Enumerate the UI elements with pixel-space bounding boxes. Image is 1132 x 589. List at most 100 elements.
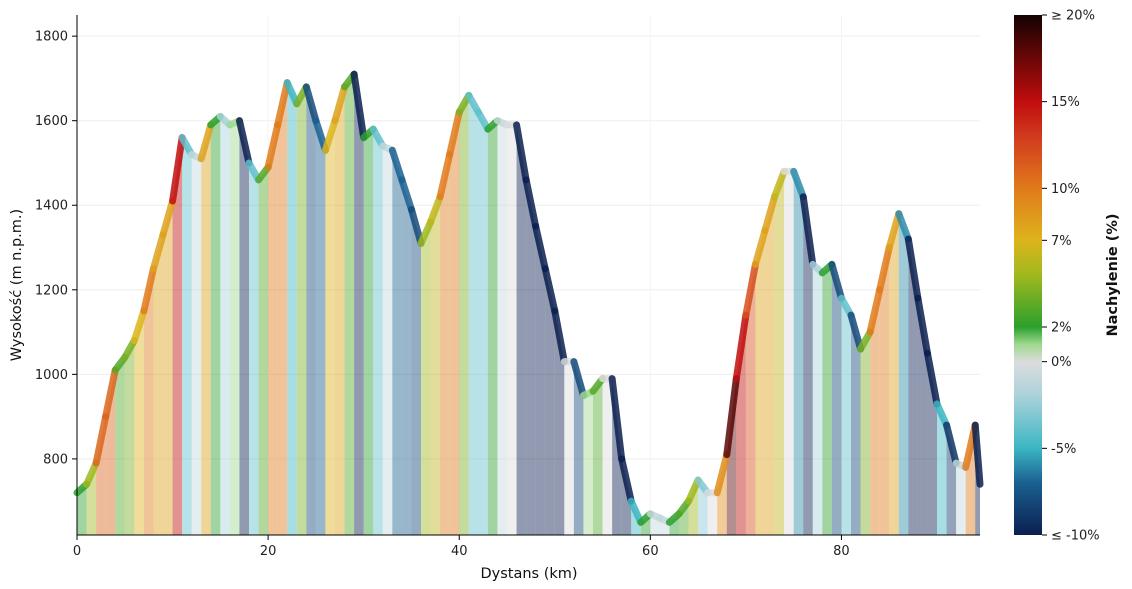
profile-fill-segment xyxy=(411,209,421,535)
profile-line-segment xyxy=(904,235,922,302)
profile-fill-segment xyxy=(812,264,823,535)
profile-line-segment xyxy=(159,197,177,239)
profile-fill-segment xyxy=(478,112,488,535)
profile-line-segment xyxy=(92,413,110,467)
x-tick-label: 0 xyxy=(73,544,81,559)
profile-line-segment xyxy=(914,294,931,357)
y-tick-label: 1000 xyxy=(35,368,68,383)
colorbar-tick-label: 15% xyxy=(1051,95,1080,110)
profile-fill-segment xyxy=(554,310,565,535)
profile-fill-segment xyxy=(946,425,957,535)
profile-fill-segment xyxy=(937,403,947,535)
profile-fill-segment xyxy=(315,120,326,536)
y-tick-label: 1800 xyxy=(35,30,68,45)
profile-line-segment xyxy=(302,83,320,125)
profile-line-segment xyxy=(895,210,912,243)
profile-fill-segment xyxy=(898,213,909,535)
profile-fill-segment xyxy=(153,234,163,535)
profile-line-segment xyxy=(876,244,893,294)
profile-fill-segment xyxy=(401,179,412,535)
profile-fill-segment xyxy=(249,162,259,536)
profile-fill-segment xyxy=(755,230,765,536)
profile-line-segment xyxy=(169,134,186,205)
profile-fill-segment xyxy=(210,116,221,536)
profile-line-segment xyxy=(532,222,549,273)
profile-fill-segment xyxy=(143,268,154,535)
colorbar-tick-label: 7% xyxy=(1051,234,1072,249)
profile-fill-segment xyxy=(77,484,87,535)
profile-fill-segment xyxy=(191,154,202,535)
profile-line-segment xyxy=(541,265,559,315)
profile-fill-segment xyxy=(535,226,546,535)
profile-fill-segment xyxy=(583,391,593,535)
axes: 0 20 40 60 80 800 1000 1200 1400 1600 1800 xyxy=(35,15,980,559)
profile-fill-segment xyxy=(765,196,775,535)
profile-line-segment xyxy=(713,451,731,497)
profile-fill-segment xyxy=(507,124,517,535)
profile-fill-segment xyxy=(449,112,460,535)
profile-fill-segment xyxy=(287,82,297,535)
profile-fill-segment xyxy=(268,124,278,535)
x-axis-label: Dystans (km) xyxy=(480,566,577,582)
profile-fill-segment xyxy=(201,124,211,535)
profile-line-segment xyxy=(608,375,626,463)
profile-line-segment xyxy=(522,176,540,230)
profile-line-segment xyxy=(723,375,740,459)
profile-line-segment xyxy=(149,231,167,273)
y-tick-label: 800 xyxy=(43,452,68,467)
profile-fill-segment xyxy=(545,268,555,535)
profile-line-segment xyxy=(923,349,941,408)
profile-line-segment xyxy=(427,193,444,226)
profile-line-segment xyxy=(331,83,349,125)
profile-fill-segment xyxy=(258,167,269,535)
profile-line-segment xyxy=(761,193,779,235)
profile-line-segment xyxy=(264,121,282,171)
profile-line-segment xyxy=(350,70,368,142)
profile-fill-segment xyxy=(956,463,966,535)
x-tick-label: 20 xyxy=(260,544,277,559)
profile-line-segment xyxy=(398,176,415,213)
profile-fill-segment xyxy=(879,247,890,535)
profile-fill-segment xyxy=(487,120,498,536)
profile-fill-segment xyxy=(182,137,192,535)
profile-fill-segment xyxy=(124,340,135,535)
profile-line-segment xyxy=(618,455,635,505)
profile-fill-segment xyxy=(344,74,355,536)
profile-fill-segment xyxy=(363,129,374,535)
profile-line-segment xyxy=(513,121,530,184)
profile-line-segment xyxy=(742,260,759,319)
profile-line-segment xyxy=(446,108,463,159)
profile-line-segment xyxy=(790,167,807,201)
profile-line-segment xyxy=(771,167,788,201)
colorbar-scale xyxy=(1014,15,1042,535)
profile-fill-segment xyxy=(593,378,603,535)
profile-fill-segment xyxy=(908,239,918,535)
profile-line-segment xyxy=(102,366,119,421)
colorbar-tick-label: ≥ 20% xyxy=(1051,9,1095,24)
profile-line-segment xyxy=(417,218,435,247)
profile-fill-segment xyxy=(965,425,976,535)
profile-line-segment xyxy=(866,286,884,336)
profile-fill-segment xyxy=(745,264,756,535)
colorbar-tick-label: -5% xyxy=(1051,442,1076,457)
profile-fill-segment xyxy=(172,137,183,535)
profile-fill-segment xyxy=(134,310,144,535)
profile-line-segment xyxy=(732,311,750,383)
profile-fill-segment xyxy=(889,213,899,535)
profile-fill-segment xyxy=(382,146,393,535)
profile-line-segment xyxy=(235,117,253,167)
profile-fill-segment xyxy=(784,171,794,535)
profile-fill-segment xyxy=(573,361,584,535)
colorbar-tick-label: ≤ -10% xyxy=(1051,529,1100,544)
profile-fill-segment xyxy=(564,361,574,535)
colorbar-tick-label: 10% xyxy=(1051,182,1080,197)
profile-fill-segment xyxy=(277,82,288,535)
profile-line-segment xyxy=(828,260,845,302)
colorbar-tick-label: 0% xyxy=(1051,355,1072,370)
profile-fill-segment xyxy=(306,86,316,535)
x-tick-label: 40 xyxy=(451,544,468,559)
colorbar: ≥ 20% 15% 10% 7% 2% 0% -5% ≤ -10% xyxy=(1014,9,1100,544)
profile-line-segment xyxy=(933,400,951,429)
profile-line-segment xyxy=(551,307,568,366)
profile-fill-segment xyxy=(822,264,832,535)
